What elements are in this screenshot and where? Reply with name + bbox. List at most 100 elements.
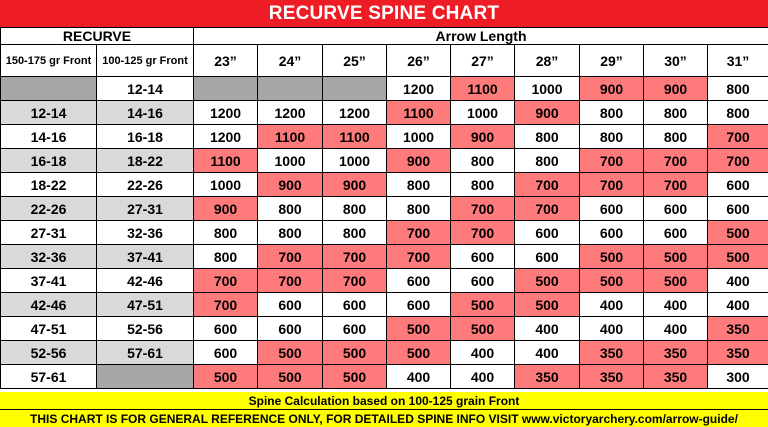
spine-cell: 600 <box>450 268 516 293</box>
table-row: 16-18 18-22 1100 1000 1000 900 800 800 700 700 700 <box>0 148 768 173</box>
spine-cell: 500 <box>257 364 324 389</box>
spine-cell: 350 <box>643 340 709 365</box>
length-header: 25” <box>322 44 388 77</box>
weight-range-150: 37-41 <box>0 268 97 293</box>
spine-cell: 400 <box>514 340 581 365</box>
spine-cell: 800 <box>643 124 709 149</box>
spine-cell: 1200 <box>257 100 324 125</box>
table-row: 32-36 37-41 800 700 700 700 600 600 500 500 500 <box>0 244 768 269</box>
spine-cell: 350 <box>707 340 768 365</box>
spine-cell: 700 <box>322 268 388 293</box>
spine-cell: 500 <box>386 316 452 341</box>
spine-cell: 400 <box>579 292 645 317</box>
spine-cell: 600 <box>386 292 452 317</box>
spine-cell: 400 <box>643 292 709 317</box>
spine-cell: 400 <box>707 292 768 317</box>
spine-cell: 800 <box>386 196 452 221</box>
chart-title: RECURVE SPINE CHART <box>0 0 768 27</box>
weight-range-150: 22-26 <box>0 196 97 221</box>
spine-cell: 500 <box>450 316 516 341</box>
spine-cell: 800 <box>193 244 259 269</box>
spine-cell: 400 <box>386 364 452 389</box>
spine-cell: 700 <box>322 244 388 269</box>
spine-cell: 1200 <box>193 100 259 125</box>
weight-range-150: 47-51 <box>0 316 97 341</box>
spine-cell: 1000 <box>450 100 516 125</box>
length-header: 28” <box>514 44 581 77</box>
weight-range-100: 42-46 <box>95 268 195 293</box>
spine-cell: 800 <box>579 100 645 125</box>
spine-cell: 1200 <box>386 76 452 101</box>
spine-cell: 500 <box>514 268 581 293</box>
spine-cell: 600 <box>643 220 709 245</box>
spine-cell: 500 <box>707 244 768 269</box>
spine-cell: 600 <box>257 292 324 317</box>
spine-cell: 600 <box>579 220 645 245</box>
spine-cell: 400 <box>450 364 516 389</box>
spine-cell: 900 <box>514 100 581 125</box>
front-weight-100-header: 100-125 gr Front <box>95 44 195 77</box>
spine-cell: 600 <box>322 316 388 341</box>
weight-range-100: 12-14 <box>95 76 195 101</box>
spine-cell: 800 <box>257 220 324 245</box>
weight-range-150: 52-56 <box>0 340 97 365</box>
spine-cell: 600 <box>514 220 581 245</box>
table-row: 57-61 500 500 500 400 400 350 350 350 300 <box>0 364 768 389</box>
spine-cell: 700 <box>643 172 709 197</box>
spine-cell: 800 <box>322 196 388 221</box>
weight-range-100: 18-22 <box>95 148 195 173</box>
spine-cell: 700 <box>450 196 516 221</box>
spine-cell: 700 <box>193 292 259 317</box>
spine-cell: 700 <box>514 172 581 197</box>
weight-range-150: 18-22 <box>0 172 97 197</box>
spine-cell: 600 <box>579 196 645 221</box>
spine-cell: 800 <box>257 196 324 221</box>
spine-cell: 350 <box>707 316 768 341</box>
spine-cell: 600 <box>514 244 581 269</box>
table-row: 42-46 47-51 700 600 600 600 500 500 400 400 400 <box>0 292 768 317</box>
spine-cell: 500 <box>643 244 709 269</box>
spine-cell: 500 <box>579 244 645 269</box>
table-row: 12-14 1200 1100 1000 900 900 800 <box>0 76 768 101</box>
spine-cell: 400 <box>707 268 768 293</box>
weight-range-100: 22-26 <box>95 172 195 197</box>
spine-cell: 1200 <box>322 100 388 125</box>
spine-cell: 700 <box>386 220 452 245</box>
spine-cell: 800 <box>707 76 768 101</box>
spine-cell: 700 <box>707 124 768 149</box>
spine-cell <box>322 76 388 101</box>
spine-cell: 800 <box>643 100 709 125</box>
weight-range-100: 14-16 <box>95 100 195 125</box>
table-row: 37-41 42-46 700 700 700 600 600 500 500 500 400 <box>0 268 768 293</box>
length-header: 23” <box>193 44 259 77</box>
spine-cell: 1000 <box>257 148 324 173</box>
spine-cell: 1100 <box>322 124 388 149</box>
spine-cell: 800 <box>193 220 259 245</box>
arrow-length-header: Arrow Length <box>193 27 768 45</box>
weight-range-100: 37-41 <box>95 244 195 269</box>
spine-cell: 900 <box>322 172 388 197</box>
spine-cell: 800 <box>450 148 516 173</box>
spine-cell: 500 <box>322 340 388 365</box>
weight-range-150: 14-16 <box>0 124 97 149</box>
table-row: 27-31 32-36 800 800 800 700 700 600 600 600 500 <box>0 220 768 245</box>
length-header: 31” <box>707 44 768 77</box>
spine-cell: 700 <box>257 268 324 293</box>
spine-cell: 400 <box>514 316 581 341</box>
spine-cell: 500 <box>193 364 259 389</box>
table-row: 18-22 22-26 1000 900 900 800 800 700 700 700 600 <box>0 172 768 197</box>
length-header: 30” <box>643 44 709 77</box>
spine-cell: 700 <box>193 268 259 293</box>
spine-cell: 600 <box>193 316 259 341</box>
weight-range-150: 12-14 <box>0 100 97 125</box>
spine-cell: 400 <box>579 316 645 341</box>
spine-cell: 700 <box>514 196 581 221</box>
spine-cell: 600 <box>450 244 516 269</box>
spine-cell: 500 <box>450 292 516 317</box>
weight-range-100: 16-18 <box>95 124 195 149</box>
spine-cell: 900 <box>257 172 324 197</box>
spine-cell: 700 <box>257 244 324 269</box>
weight-range-150: 16-18 <box>0 148 97 173</box>
spine-cell: 600 <box>643 196 709 221</box>
